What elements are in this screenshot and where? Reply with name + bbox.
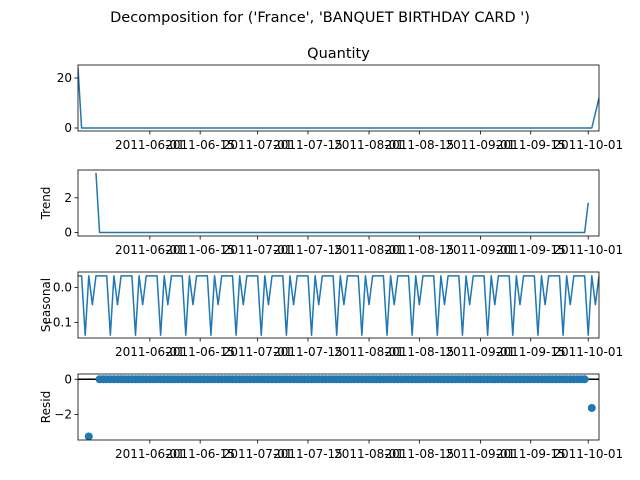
- x-tick-label: 2011-09-15: [496, 345, 566, 359]
- x-tick-label: 2011-06-15: [165, 138, 235, 152]
- series-line: [95, 172, 589, 234]
- subplot-4: 0 −2 2011-06-012011-06-152011-07-012011-07…: [39, 372, 623, 461]
- resid-outlier: [84, 432, 93, 440]
- x-tick-label: 2011-10-01: [553, 447, 623, 461]
- y-tick-label: −2: [54, 407, 72, 421]
- x-tick-label: 2011-10-01: [553, 243, 623, 257]
- y-tick-label: 0: [64, 226, 72, 240]
- plot-area: [78, 67, 599, 129]
- seasonal-line: [78, 275, 599, 336]
- y-axis-label: Seasonal: [39, 278, 53, 332]
- x-tick-label: 2011-09-15: [496, 447, 566, 461]
- plot-area: [95, 172, 589, 234]
- subplot-3: 0.0−0.12011-06-012011-06-152011-07-01201…: [39, 271, 623, 359]
- plot-area: [78, 375, 599, 440]
- x-tick-label: 2011-08-01: [334, 345, 404, 359]
- y-axis-label: Trend: [39, 187, 53, 221]
- x-tick-label: 2011-09-01: [446, 138, 516, 152]
- x-tick-label: 2011-06-01: [115, 138, 185, 152]
- subplot-panels: 0202011-06-012011-06-152011-07-012011-07…: [39, 46, 623, 461]
- axes-frame: [77, 64, 600, 132]
- x-tick-label: 2011-06-15: [165, 447, 235, 461]
- y-tick-label: −0.1: [43, 315, 72, 329]
- x-tick-label: 2011-07-01: [223, 345, 293, 359]
- y-tick-label: 2: [64, 191, 72, 205]
- x-tick-label: 2011-07-01: [223, 447, 293, 461]
- subplot-title: Quantity: [307, 46, 370, 62]
- resid-outlier: [587, 403, 596, 412]
- x-tick-label: 2011-08-15: [384, 345, 454, 359]
- x-tick-label: 2011-06-15: [165, 243, 235, 257]
- x-tick-label: 2011-10-01: [553, 138, 623, 152]
- subplot-1: 0 20 2011-06-012011-06-152011-07-012011-07…: [57, 46, 623, 152]
- x-tick-label: 2011-06-15: [165, 345, 235, 359]
- x-tick-label: 2011-10-01: [553, 345, 623, 359]
- y-tick-label: 20: [57, 71, 72, 85]
- axes-frame: [77, 373, 600, 441]
- y-tick-label: 0.0: [53, 281, 72, 295]
- plot-area: [78, 275, 599, 336]
- x-tick-label: 2011-08-01: [334, 447, 404, 461]
- x-tick-label: 2011-07-15: [273, 138, 343, 152]
- x-tick-label: 2011-09-15: [496, 138, 566, 152]
- x-tick-label: 2011-07-15: [273, 447, 343, 461]
- x-tick-label: 2011-07-01: [223, 243, 293, 257]
- x-tick-label: 2011-07-15: [273, 345, 343, 359]
- x-tick-label: 2011-08-15: [384, 243, 454, 257]
- x-tick-label: 2011-09-15: [496, 243, 566, 257]
- x-tick-label: 2011-06-01: [115, 447, 185, 461]
- x-tick-label: 2011-09-01: [446, 447, 516, 461]
- y-tick-label: 0: [64, 121, 72, 135]
- x-tick-label: 2011-09-01: [446, 345, 516, 359]
- resid-point: [580, 375, 589, 384]
- x-tick-label: 2011-08-01: [334, 138, 404, 152]
- x-tick-label: 2011-08-15: [384, 138, 454, 152]
- x-tick-label: 2011-08-01: [334, 243, 404, 257]
- subplot-2: 0 2 2011-06-012011-06-152011-07-012011-07-…: [39, 169, 623, 257]
- x-tick-label: 2011-09-01: [446, 243, 516, 257]
- x-tick-label: 2011-06-01: [115, 345, 185, 359]
- y-axis-label: Resid: [39, 391, 53, 423]
- x-tick-label: 2011-07-15: [273, 243, 343, 257]
- axes-frame: [77, 169, 600, 237]
- series-line: [78, 67, 599, 129]
- x-tick-label: 2011-08-15: [384, 447, 454, 461]
- x-tick-label: 2011-06-01: [115, 243, 185, 257]
- figure-suptitle: Decomposition for ('France', 'BANQUET BI…: [110, 10, 530, 26]
- axes-frame: [77, 271, 600, 339]
- x-tick-label: 2011-07-01: [223, 138, 293, 152]
- y-tick-label: 0: [64, 372, 72, 386]
